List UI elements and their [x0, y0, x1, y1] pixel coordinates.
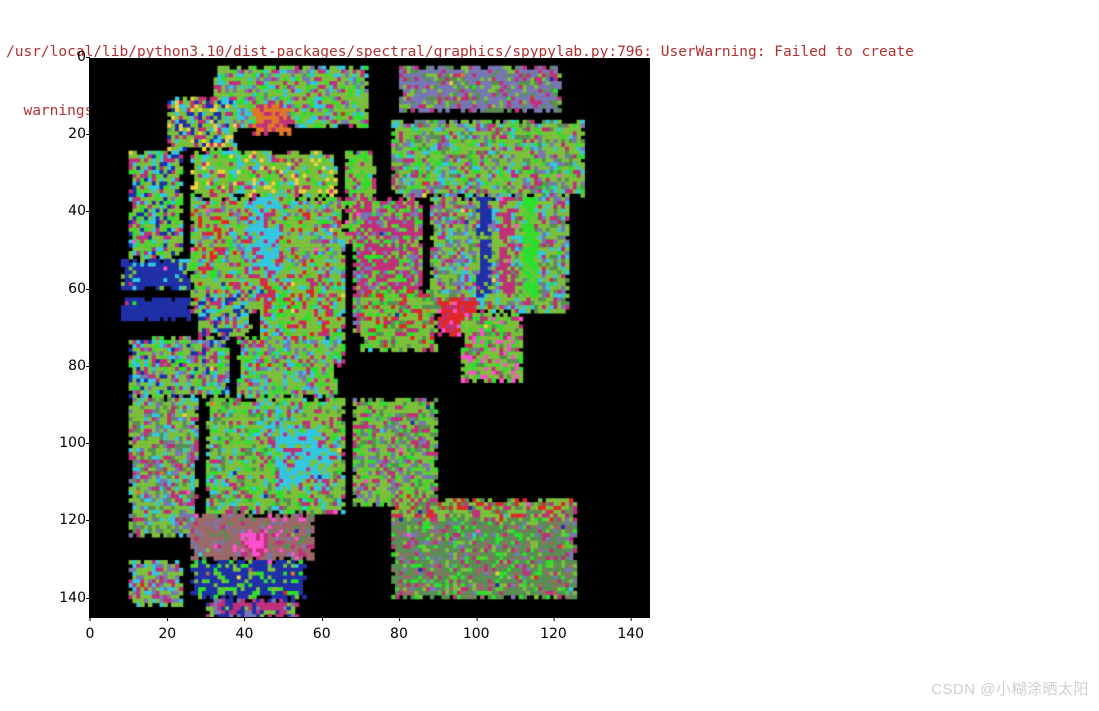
xtick-label: 100	[463, 626, 490, 642]
spine-top	[90, 58, 650, 59]
ytick-label: 0	[34, 49, 86, 65]
ytick-label: 20	[34, 126, 86, 142]
spine-left	[89, 58, 90, 618]
spine-bottom	[90, 617, 650, 618]
ytick-label: 140	[34, 590, 86, 606]
ytick-label: 60	[34, 281, 86, 297]
xtick-label: 80	[390, 626, 408, 642]
spine-right	[649, 58, 650, 618]
watermark: CSDN @小糊涂晒太阳	[931, 678, 1089, 699]
xtick-label: 140	[617, 626, 644, 642]
plot-area	[90, 58, 650, 618]
figure: 0 20 40 60 80 100 120 140 0 20 40 60 80 100 120 140	[34, 52, 654, 668]
ytick-label: 80	[34, 358, 86, 374]
axes: 0 20 40 60 80 100 120 140 0 20 40 60 80 100 120 140	[34, 52, 654, 668]
xtick-label: 40	[236, 626, 254, 642]
ytick-label: 120	[34, 512, 86, 528]
classification-image	[90, 58, 650, 618]
xtick-label: 0	[86, 626, 95, 642]
xtick-label: 120	[540, 626, 567, 642]
ytick-label: 100	[34, 435, 86, 451]
xtick-label: 60	[313, 626, 331, 642]
ytick-label: 40	[34, 203, 86, 219]
xtick-label: 20	[158, 626, 176, 642]
